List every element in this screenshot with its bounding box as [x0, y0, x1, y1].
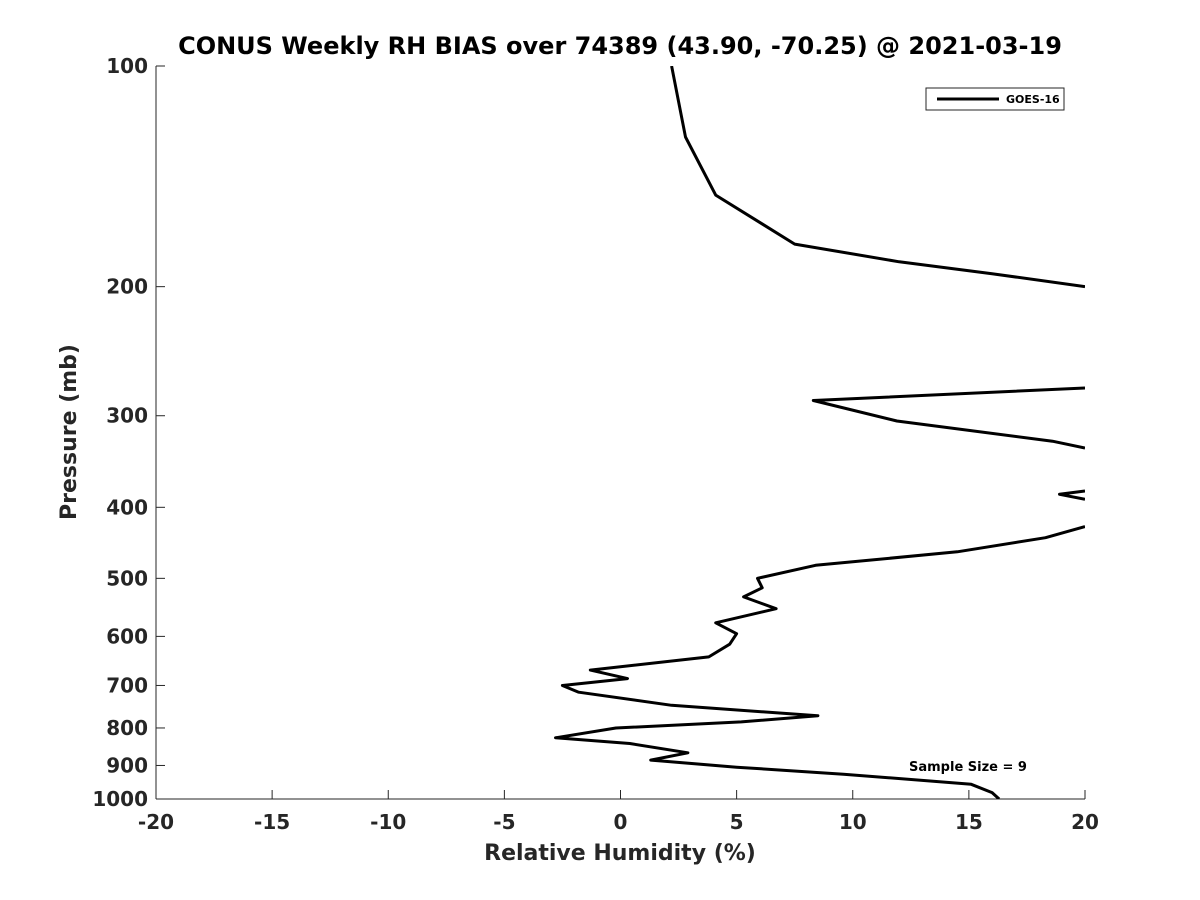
y-tick-label: 300	[106, 404, 148, 428]
x-tick-label: 0	[614, 810, 628, 834]
chart-title: CONUS Weekly RH BIAS over 74389 (43.90, …	[178, 32, 1062, 60]
series-line-goes-16	[554, 66, 1085, 799]
x-tick-label: 20	[1071, 810, 1099, 834]
x-tick-label: 5	[730, 810, 744, 834]
legend-label-goes-16: GOES-16	[1006, 93, 1060, 106]
y-tick-label: 100	[106, 54, 148, 78]
y-tick-label: 900	[106, 753, 148, 777]
y-axis-label: Pressure (mb)	[57, 344, 82, 520]
y-tick-label: 1000	[92, 787, 148, 811]
y-tick-label: 600	[106, 624, 148, 648]
y-tick-label: 500	[106, 566, 148, 590]
sample-size-annotation: Sample Size = 9	[909, 760, 1027, 775]
x-tick-label: -5	[493, 810, 515, 834]
x-tick-label: 15	[955, 810, 983, 834]
y-tick-label: 400	[106, 495, 148, 519]
y-tick-label: 800	[106, 716, 148, 740]
y-tick-label: 200	[106, 275, 148, 299]
x-tick-label: -15	[254, 810, 290, 834]
x-tick-label: -20	[138, 810, 174, 834]
x-tick-label: 10	[839, 810, 867, 834]
x-axis-label: Relative Humidity (%)	[484, 841, 756, 866]
y-tick-label: 700	[106, 673, 148, 697]
x-tick-label: -10	[370, 810, 406, 834]
